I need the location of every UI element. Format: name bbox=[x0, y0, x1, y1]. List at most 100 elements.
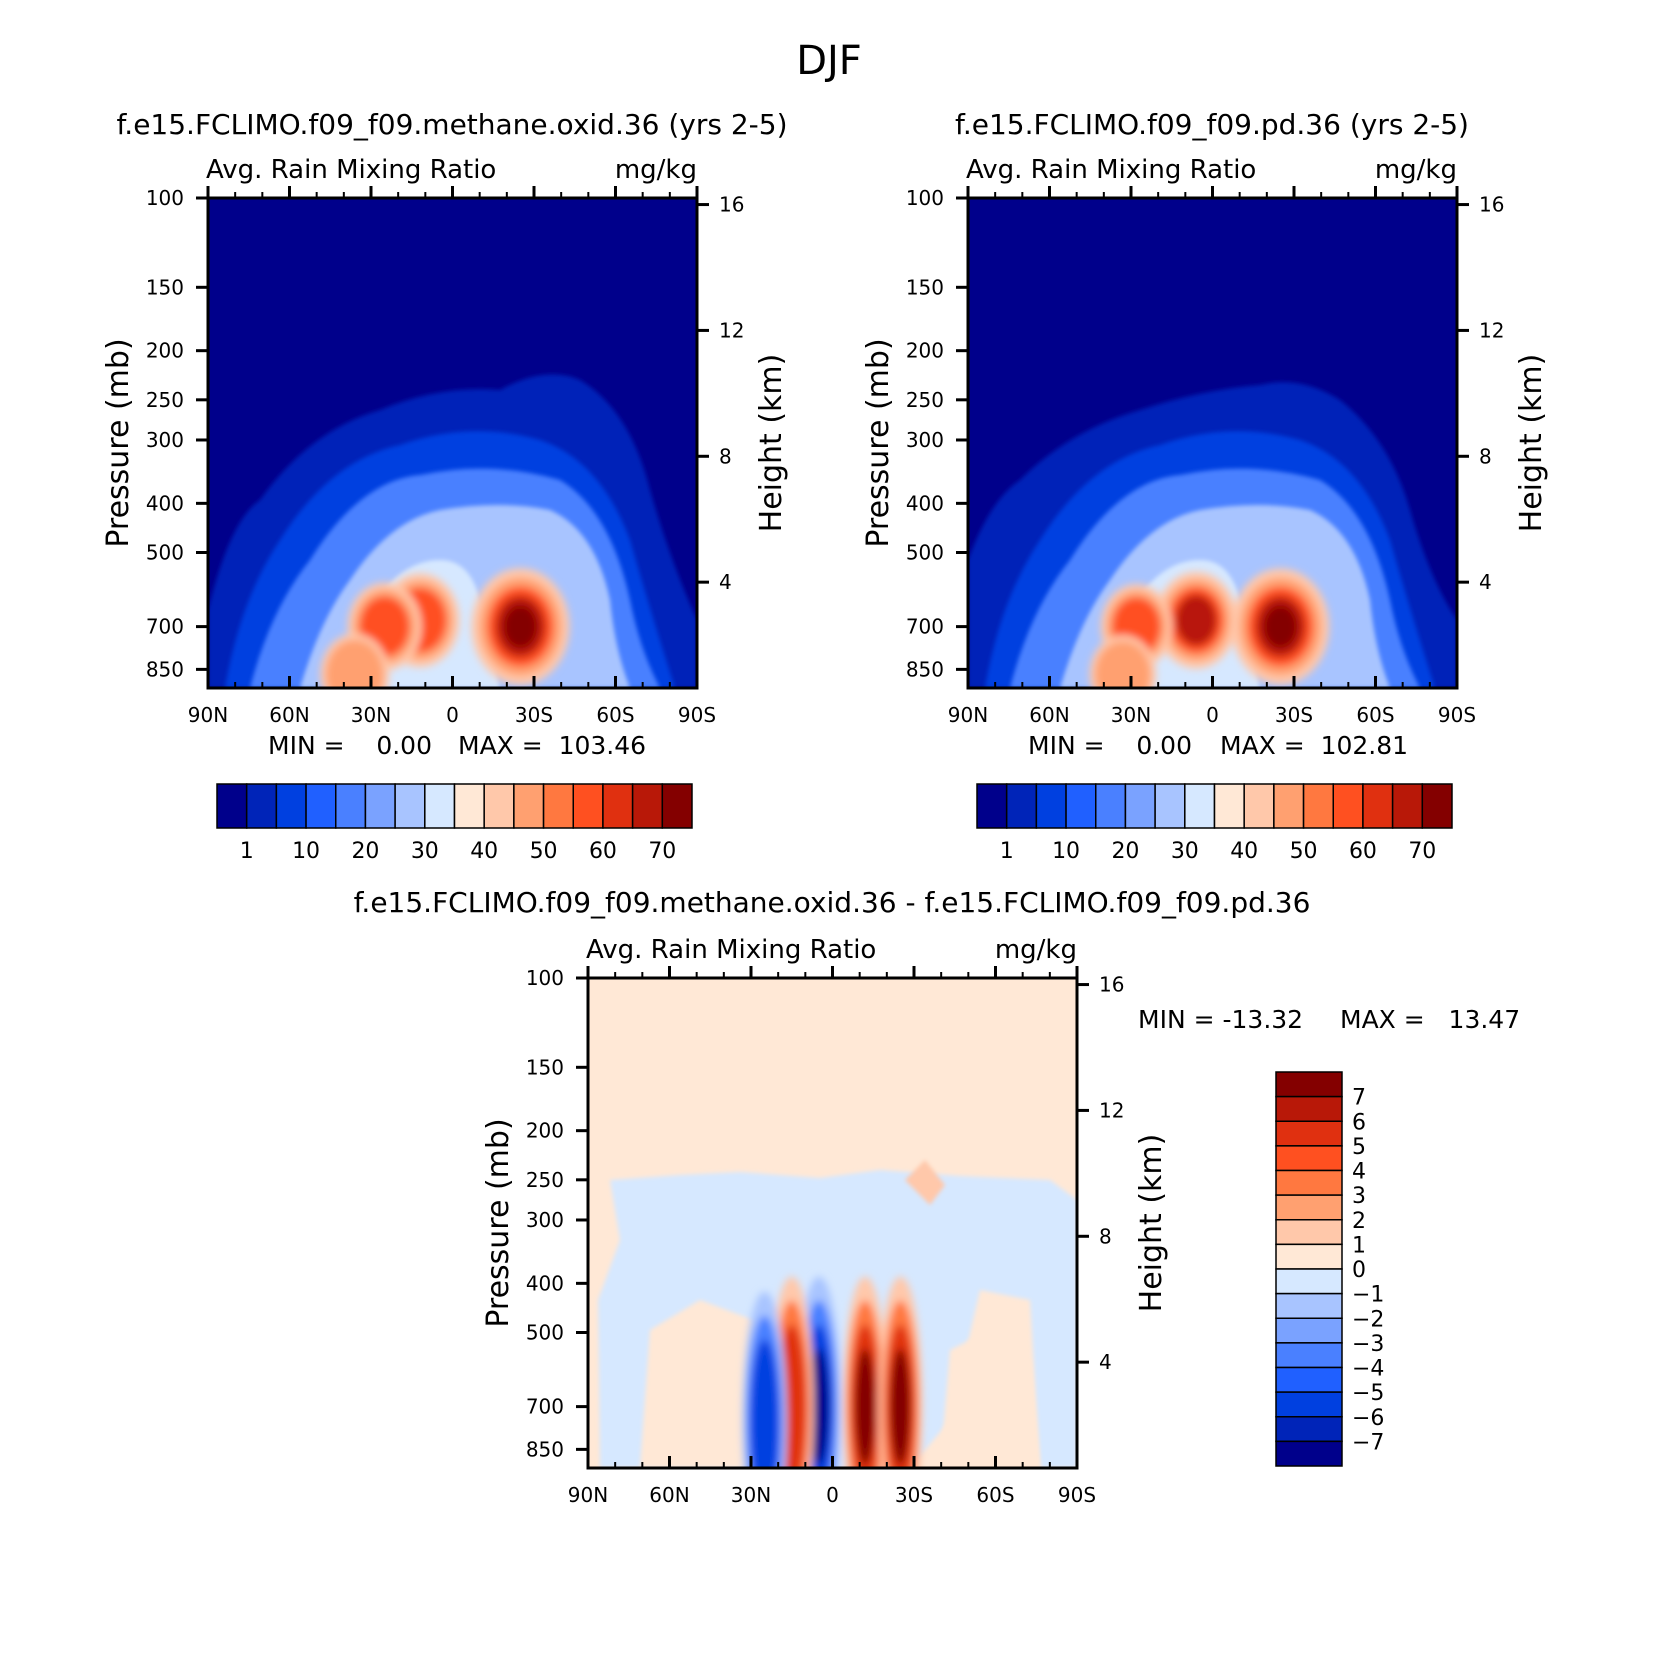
y-tick-label: 500 bbox=[526, 1320, 564, 1344]
y-tick-label: 300 bbox=[906, 428, 944, 452]
colorbar-label: 40 bbox=[1230, 839, 1258, 864]
units-label: mg/kg bbox=[615, 155, 697, 185]
colorbar-box bbox=[335, 783, 367, 829]
colorbar-box bbox=[364, 783, 396, 829]
colorbar-box bbox=[424, 783, 456, 829]
colorbar-box bbox=[1391, 783, 1424, 829]
x-tick-label: 30S bbox=[515, 703, 553, 727]
colorbar-box bbox=[1243, 783, 1275, 829]
y-tick-label: 100 bbox=[906, 186, 944, 210]
colorbar-box bbox=[572, 783, 604, 829]
y-right-tick-label: 12 bbox=[1479, 318, 1504, 342]
y-tick-label: 400 bbox=[906, 491, 944, 515]
colorbar-label: 10 bbox=[292, 839, 320, 864]
colorbar-label: 7 bbox=[1352, 1086, 1366, 1111]
variable-label: Avg. Rain Mixing Ratio bbox=[206, 155, 496, 185]
panel-methane-oxid: f.e15.FCLIMO.f09_f09.methane.oxid.36 (yr… bbox=[101, 108, 789, 864]
panel-pd: f.e15.FCLIMO.f09_f09.pd.36 (yrs 2-5) Avg… bbox=[861, 108, 1549, 864]
field-extremum-contour bbox=[855, 1348, 876, 1465]
y-tick-label: 250 bbox=[526, 1168, 564, 1192]
y-tick-label: 400 bbox=[146, 491, 184, 515]
units-label: mg/kg bbox=[995, 935, 1077, 965]
colorbar-label: −1 bbox=[1352, 1283, 1384, 1308]
colorbar-box bbox=[542, 783, 574, 829]
x-tick-label: 0 bbox=[1206, 703, 1219, 727]
colorbar-box bbox=[275, 783, 307, 829]
y-right-tick-label: 12 bbox=[719, 318, 744, 342]
colorbar-label: 1 bbox=[240, 839, 254, 864]
field-maximum-contour bbox=[1095, 641, 1151, 688]
colorbar-label: 4 bbox=[1352, 1160, 1366, 1185]
colorbar-label: 10 bbox=[1052, 839, 1080, 864]
y-right-tick-label: 12 bbox=[1099, 1098, 1124, 1122]
x-tick-label: 0 bbox=[826, 1483, 839, 1507]
y-right-tick-label: 16 bbox=[1479, 193, 1504, 217]
axes: 90N 60N 30N 0 30S 60S 90S 100 150 200 250 300 400 500… bbox=[526, 966, 1124, 1507]
colorbar-box bbox=[1035, 783, 1067, 829]
variable-label: Avg. Rain Mixing Ratio bbox=[966, 155, 1256, 185]
colorbar-box bbox=[1213, 783, 1245, 829]
colorbar-label: 60 bbox=[1349, 839, 1377, 864]
colorbar-label: −4 bbox=[1352, 1357, 1384, 1382]
y-tick-label: 200 bbox=[146, 339, 184, 363]
x-tick-label: 60N bbox=[269, 703, 309, 727]
y-tick-label: 100 bbox=[146, 186, 184, 210]
colorbar-label: −3 bbox=[1352, 1332, 1384, 1357]
colorbar-box bbox=[1275, 1219, 1343, 1246]
colorbar-label: 30 bbox=[411, 839, 439, 864]
colorbar-label: 60 bbox=[589, 839, 617, 864]
colorbar-label: 20 bbox=[351, 839, 379, 864]
colorbar-label: 1 bbox=[1352, 1233, 1366, 1258]
colorbar-label: 30 bbox=[1171, 839, 1199, 864]
y-right-tick-label: 4 bbox=[1479, 570, 1492, 594]
units-label: mg/kg bbox=[1375, 155, 1457, 185]
colorbar-label: −6 bbox=[1352, 1406, 1384, 1431]
colorbar-box bbox=[513, 783, 545, 829]
y-right-tick-label: 8 bbox=[719, 444, 732, 468]
colorbar-box bbox=[305, 783, 337, 829]
colorbar-box bbox=[1275, 1292, 1343, 1319]
x-tick-label: 30N bbox=[351, 703, 391, 727]
colorbar-box bbox=[631, 783, 664, 829]
y-tick-label: 850 bbox=[146, 657, 184, 681]
colorbar-box bbox=[1275, 1243, 1343, 1270]
x-tick-label: 90S bbox=[678, 703, 716, 727]
colorbar-box bbox=[1275, 1317, 1343, 1344]
field-positive-pale-east bbox=[940, 1330, 1040, 1468]
y-tick-label: 700 bbox=[906, 615, 944, 639]
colorbar-box bbox=[1302, 783, 1334, 829]
y-tick-label: 850 bbox=[526, 1437, 564, 1461]
colorbar-box bbox=[602, 783, 634, 829]
panel-difference: f.e15.FCLIMO.f09_f09.methane.oxid.36 - f… bbox=[354, 886, 1521, 1507]
x-tick-label: 30S bbox=[1275, 703, 1313, 727]
y-right-tick-label: 8 bbox=[1099, 1224, 1112, 1248]
colorbar-label: 1 bbox=[1000, 839, 1014, 864]
colorbar-box bbox=[1275, 1145, 1343, 1172]
max-label: MAX = 102.81 bbox=[1220, 731, 1408, 760]
field-maximum-contour bbox=[504, 605, 537, 648]
y-right-tick-label: 16 bbox=[1099, 973, 1124, 997]
x-tick-label: 30N bbox=[731, 1483, 771, 1507]
x-tick-label: 60S bbox=[1356, 703, 1394, 727]
colorbar-box bbox=[1275, 1366, 1343, 1393]
y-right-tick-label: 16 bbox=[719, 193, 744, 217]
x-tick-label: 90N bbox=[948, 703, 988, 727]
y-right-axis-label: Height (km) bbox=[1134, 1134, 1169, 1313]
field-maxima bbox=[1089, 568, 1330, 688]
panel-title: f.e15.FCLIMO.f09_f09.methane.oxid.36 (yr… bbox=[116, 108, 787, 141]
max-label: MAX = 103.46 bbox=[458, 731, 646, 760]
y-tick-label: 200 bbox=[526, 1119, 564, 1143]
field-extremum-contour bbox=[890, 1348, 911, 1465]
variable-label: Avg. Rain Mixing Ratio bbox=[586, 935, 876, 965]
colorbar-box bbox=[1275, 1440, 1343, 1467]
x-tick-label: 60S bbox=[976, 1483, 1014, 1507]
colorbar-box bbox=[1154, 783, 1186, 829]
min-label: MIN = -13.32 bbox=[1138, 1005, 1303, 1034]
colorbar-label: 0 bbox=[1352, 1258, 1366, 1283]
x-tick-label: 90N bbox=[568, 1483, 608, 1507]
y-axis-label: Pressure (mb) bbox=[101, 338, 136, 547]
x-tick-label: 0 bbox=[446, 703, 459, 727]
axes: 90N 60N 30N 0 30S 60S 90S 100 150 200 250 300 400 500… bbox=[146, 186, 744, 727]
field-maximum-contour bbox=[326, 640, 384, 688]
